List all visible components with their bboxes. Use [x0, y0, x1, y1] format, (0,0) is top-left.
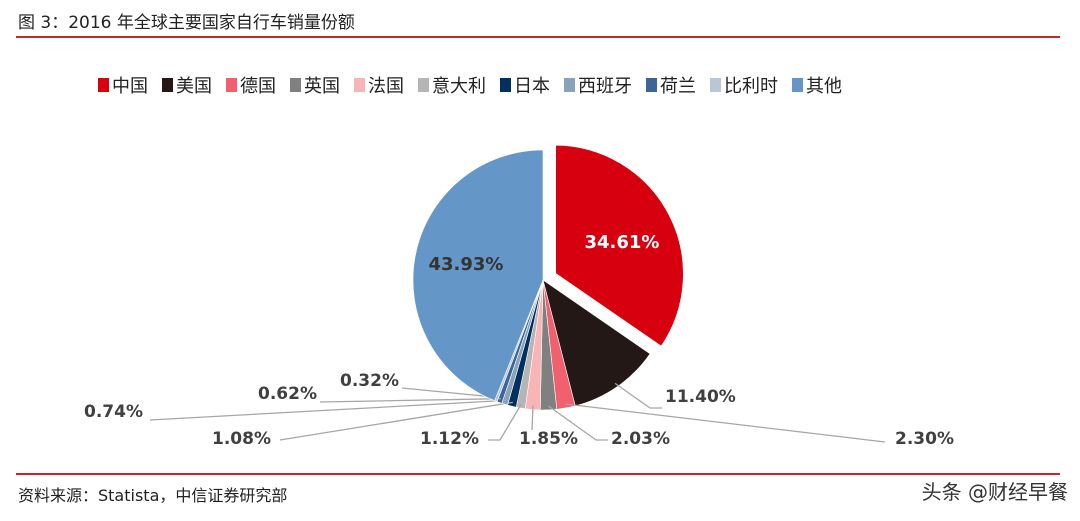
legend-label: 荷兰 — [660, 76, 696, 97]
slice-label: 43.93% — [429, 254, 504, 275]
slice-label: 2.30% — [895, 429, 954, 449]
legend-label: 其他 — [806, 76, 842, 97]
legend-swatch — [564, 78, 575, 92]
legend-label: 英国 — [304, 76, 340, 97]
legend-swatch — [162, 78, 173, 92]
legend-item: 日本 — [500, 72, 550, 98]
leader-line — [279, 401, 513, 441]
legend-label: 西班牙 — [578, 76, 632, 97]
legend-swatch — [98, 78, 109, 92]
legend-swatch — [792, 78, 803, 92]
legend-label: 德国 — [240, 76, 276, 97]
chart-title: 图 3：2016 年全球主要国家自行车销量份额 — [18, 13, 355, 33]
legend-item: 其他 — [792, 72, 842, 98]
legend-item: 意大利 — [418, 72, 486, 98]
pie-slice-0 — [553, 142, 686, 350]
slice-label: 1.08% — [212, 429, 271, 449]
source-note: 资料来源：Statista，中信证券研究部 — [18, 486, 288, 505]
slice-label: 0.74% — [84, 402, 143, 422]
leader-line — [565, 403, 886, 443]
legend-item: 美国 — [162, 72, 212, 98]
legend-label: 比利时 — [724, 76, 778, 97]
legend-item: 中国 — [98, 72, 148, 98]
slice-label: 2.03% — [611, 429, 670, 449]
leader-line — [547, 405, 608, 441]
legend-swatch — [290, 78, 301, 92]
slice-label: 34.61% — [585, 232, 660, 253]
legend-label: 法国 — [368, 76, 404, 97]
legend: 中国 美国 德国 英国 法国 意大利 日本 西班牙 荷兰 比利时 其他 — [98, 72, 842, 98]
leader-line — [488, 403, 522, 441]
legend-swatch — [710, 78, 721, 92]
legend-swatch — [226, 78, 237, 92]
legend-item: 西班牙 — [564, 72, 632, 98]
watermark: 头条 @财经早餐 — [921, 480, 1068, 504]
legend-swatch — [354, 78, 365, 92]
slice-label: 0.32% — [340, 371, 399, 391]
legend-label: 中国 — [112, 76, 148, 97]
legend-label: 日本 — [514, 76, 550, 97]
legend-swatch — [418, 78, 429, 92]
title-divider — [16, 36, 1060, 38]
pie-slice-10 — [412, 149, 544, 402]
legend-item: 法国 — [354, 72, 404, 98]
legend-label: 意大利 — [432, 76, 486, 97]
legend-item: 比利时 — [710, 72, 778, 98]
legend-item: 英国 — [290, 72, 340, 98]
slice-label: 11.40% — [665, 387, 736, 407]
source-divider — [16, 473, 1060, 475]
legend-item: 德国 — [226, 72, 276, 98]
leader-line — [319, 398, 501, 403]
slice-label: 1.12% — [420, 429, 479, 449]
legend-swatch — [500, 78, 511, 92]
legend-swatch — [646, 78, 657, 92]
legend-label: 美国 — [176, 76, 212, 97]
slice-label: 1.85% — [519, 429, 578, 449]
leader-line — [614, 382, 662, 409]
leader-line — [149, 399, 506, 421]
legend-item: 荷兰 — [646, 72, 696, 98]
leader-line — [531, 405, 534, 431]
leader-line — [401, 387, 498, 399]
slice-label: 0.62% — [258, 384, 317, 404]
